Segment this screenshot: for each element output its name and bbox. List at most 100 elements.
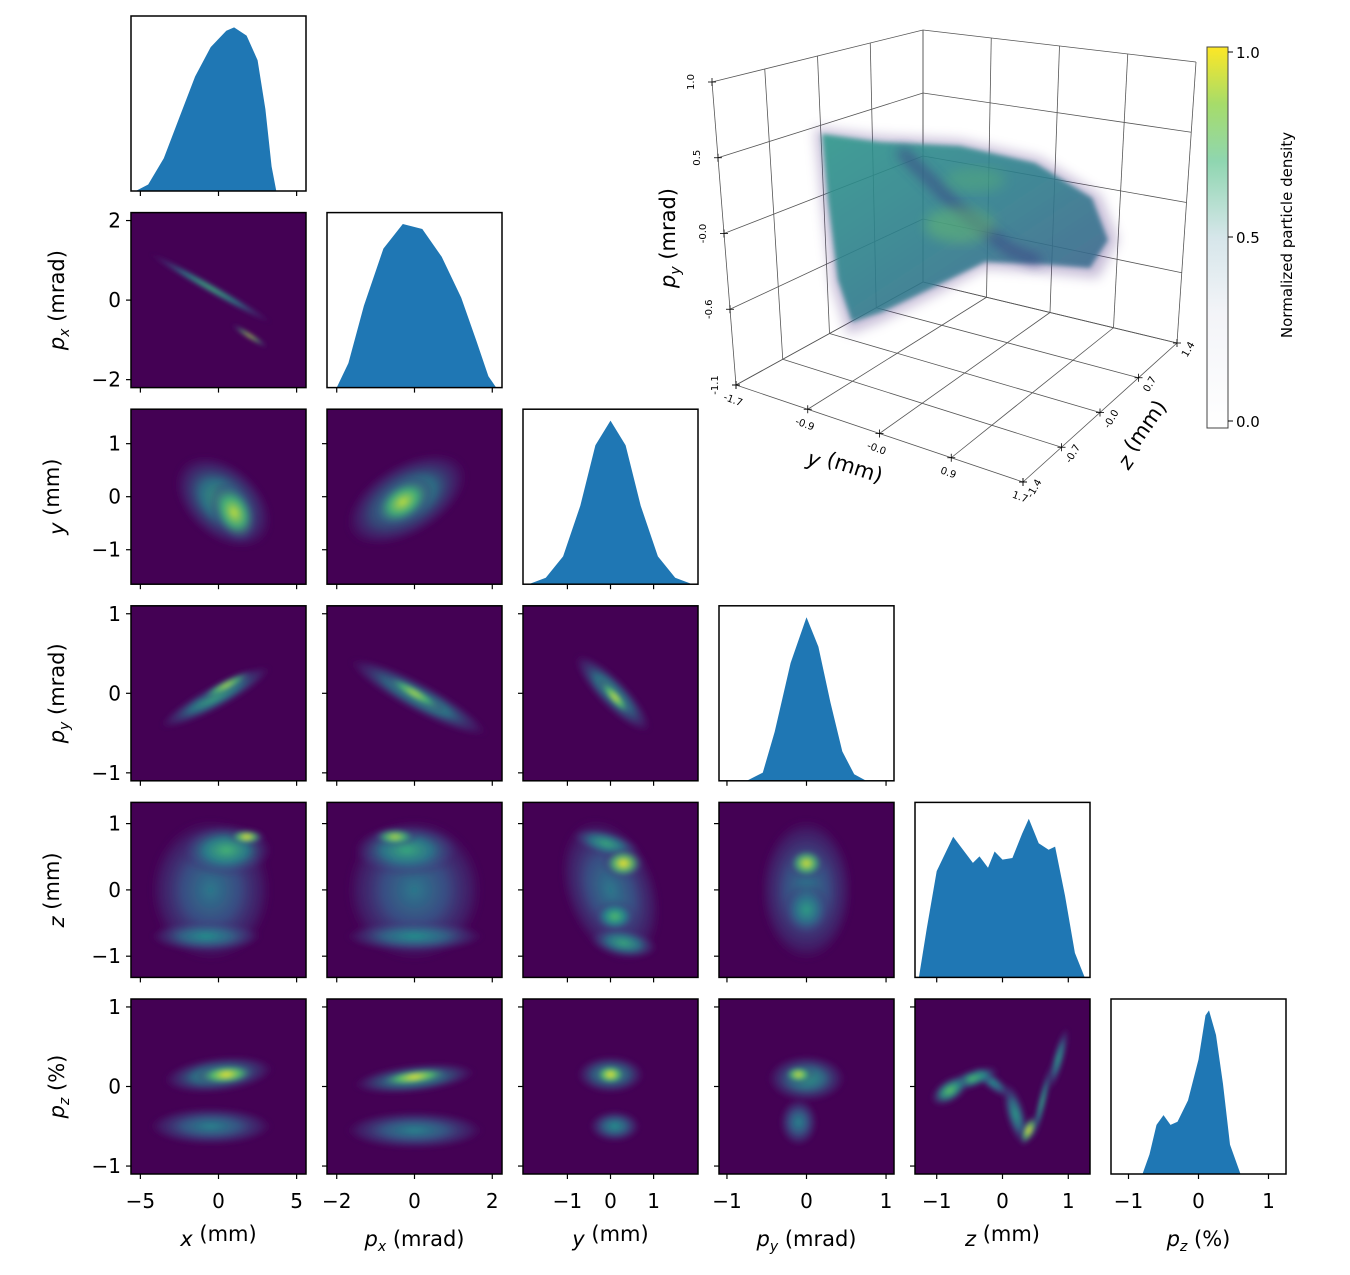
y-axis-label-pz: pz (%) xyxy=(45,1055,73,1120)
density-component xyxy=(148,252,274,324)
density-panel-py-vs-px xyxy=(322,605,503,786)
x-axis-label-z: z (mm) xyxy=(964,1222,1040,1251)
density-peak xyxy=(925,207,995,243)
axis-unit: (mm) xyxy=(1115,396,1171,462)
tick-label-3d: -1.4 xyxy=(1025,478,1044,500)
density-component xyxy=(148,1107,274,1146)
density-panel-pz-vs-x: −1 0 1 −5 0 5 x (mm) pz (%) xyxy=(45,995,307,1251)
x-axis-label-px: px (mrad) xyxy=(364,1227,465,1255)
axis-symbol: y xyxy=(571,1227,585,1251)
axis-symbol: z xyxy=(45,915,69,928)
y-tick-label: 1 xyxy=(108,812,121,836)
axis-symbol: p xyxy=(656,275,680,289)
density-panel-z-vs-x: −1 0 1 z (mm) xyxy=(40,801,307,983)
axis-symbol: z xyxy=(964,1227,977,1251)
x-axis-label-pz: pz (%) xyxy=(1166,1227,1231,1255)
floor-grid xyxy=(735,281,1178,483)
density-component xyxy=(227,828,266,845)
axis-unit: (mm) xyxy=(976,1222,1040,1246)
axis-subscript: z xyxy=(57,1097,73,1106)
density-panel-z-vs-px xyxy=(322,801,503,983)
py-axis-label-3d: py (mrad) xyxy=(656,188,684,289)
y-tick-label: 1 xyxy=(108,432,121,456)
tick-label-3d: -0.0 xyxy=(1102,408,1121,430)
axis-unit: (mrad) xyxy=(386,1227,464,1251)
density-component xyxy=(149,920,263,953)
x-tick-label: 0 xyxy=(604,1189,617,1213)
density-component xyxy=(597,678,633,717)
histogram-bars-z xyxy=(918,818,1085,978)
z-axis-3d: -1.4 -0.7 -0.0 0.7 1.4 xyxy=(1019,339,1198,500)
x-axis-label-py: py (mrad) xyxy=(756,1227,857,1255)
axis-unit: (mm) xyxy=(585,1222,649,1246)
axis-unit: (mm) xyxy=(40,458,64,522)
density-component xyxy=(344,1111,485,1150)
x-axis-label-y: y (mm) xyxy=(571,1222,648,1251)
colorbar: 1.0 0.5 0.0 Normalized particle density xyxy=(1206,44,1296,431)
density-panel-z-vs-y xyxy=(518,801,699,983)
colorbar-label: Normalized particle density xyxy=(1278,132,1296,338)
density-component xyxy=(383,674,446,713)
axis-unit: (%) xyxy=(45,1055,69,1098)
density-component xyxy=(787,847,826,880)
z-axis-label-3d: z (mm) xyxy=(1108,396,1175,475)
histogram-bars-y xyxy=(528,420,693,585)
x-tick-label: −5 xyxy=(126,1189,155,1213)
density-component xyxy=(375,1067,454,1087)
density-component xyxy=(782,883,831,937)
y-tick-label: 0 xyxy=(108,288,121,312)
density-panel-pz-vs-py: −1 0 1 py (mrad) xyxy=(712,998,895,1255)
x-tick-label: 0 xyxy=(408,1189,421,1213)
histogram-panel-x xyxy=(130,15,307,196)
histogram-panel-pz: −1 0 1 pz (%) xyxy=(1110,998,1287,1255)
y-tick-label: 0 xyxy=(108,1075,121,1099)
density-component xyxy=(371,475,434,529)
density-component xyxy=(593,900,637,933)
axis-unit: (mm) xyxy=(40,852,64,916)
tick-label-3d: -0.0 xyxy=(698,224,709,244)
x-tick-label: −1 xyxy=(922,1189,951,1213)
panel-background xyxy=(131,212,306,388)
x-tick-label: 0 xyxy=(996,1189,1009,1213)
axis-subscript: x xyxy=(377,1239,387,1255)
density-panel-y-vs-x: −1 0 1 y (mm) xyxy=(40,408,307,590)
y-tick-label: 2 xyxy=(108,209,121,233)
tick-label-3d: -0.7 xyxy=(1064,443,1083,465)
colorbar-tick-label: 0.0 xyxy=(1236,413,1260,431)
density-panel-py-vs-x: −1 0 1 py (mrad) xyxy=(45,602,307,786)
y-axis-label-py: py (mrad) xyxy=(45,643,73,744)
y-tick-label: 0 xyxy=(108,485,121,509)
density-component xyxy=(779,1098,818,1147)
tick-label-3d: -1.7 xyxy=(722,392,744,409)
axis-unit: (mrad) xyxy=(778,1227,856,1251)
density-component xyxy=(198,669,255,702)
x-tick-label: 1 xyxy=(880,1189,893,1213)
y-tick-label: 0 xyxy=(108,878,121,902)
3d-scatter-plot: 1.0 0.5 -0.0 -0.6 -1.1-1.7 -0.9 -0.0 0.9 1.7-1.4… xyxy=(656,29,1296,506)
axis-subscript: y xyxy=(668,266,684,276)
y-axis-label-y: y (mm) xyxy=(40,458,69,535)
histogram-panel-y xyxy=(522,408,699,590)
density-component xyxy=(1047,1026,1069,1091)
density-component xyxy=(209,480,260,545)
axis-symbol: x xyxy=(179,1227,193,1251)
histogram-bars-pz xyxy=(1142,1010,1241,1174)
density-peak xyxy=(945,168,1005,192)
histogram-bars-px xyxy=(336,224,497,388)
colorbar-tick-label: 1.0 xyxy=(1236,44,1260,62)
density-component xyxy=(588,927,658,959)
colorbar-gradient xyxy=(1206,46,1229,429)
density-component xyxy=(930,1074,970,1107)
x-tick-label: −2 xyxy=(322,1189,351,1213)
x-tick-label: −1 xyxy=(553,1189,582,1213)
axis-unit: (mm) xyxy=(193,1222,257,1246)
tick-label-3d: -0.9 xyxy=(794,416,816,433)
axis-symbol: y xyxy=(45,522,69,536)
histogram-panel-z xyxy=(914,801,1091,983)
density-panel-z-vs-py xyxy=(714,801,895,983)
x-tick-label: 0 xyxy=(1192,1189,1205,1213)
tick-label-3d: -0.6 xyxy=(704,299,715,319)
x-axis-label-x: x (mm) xyxy=(179,1222,256,1251)
colorbar-tick-label: 0.5 xyxy=(1236,229,1260,247)
